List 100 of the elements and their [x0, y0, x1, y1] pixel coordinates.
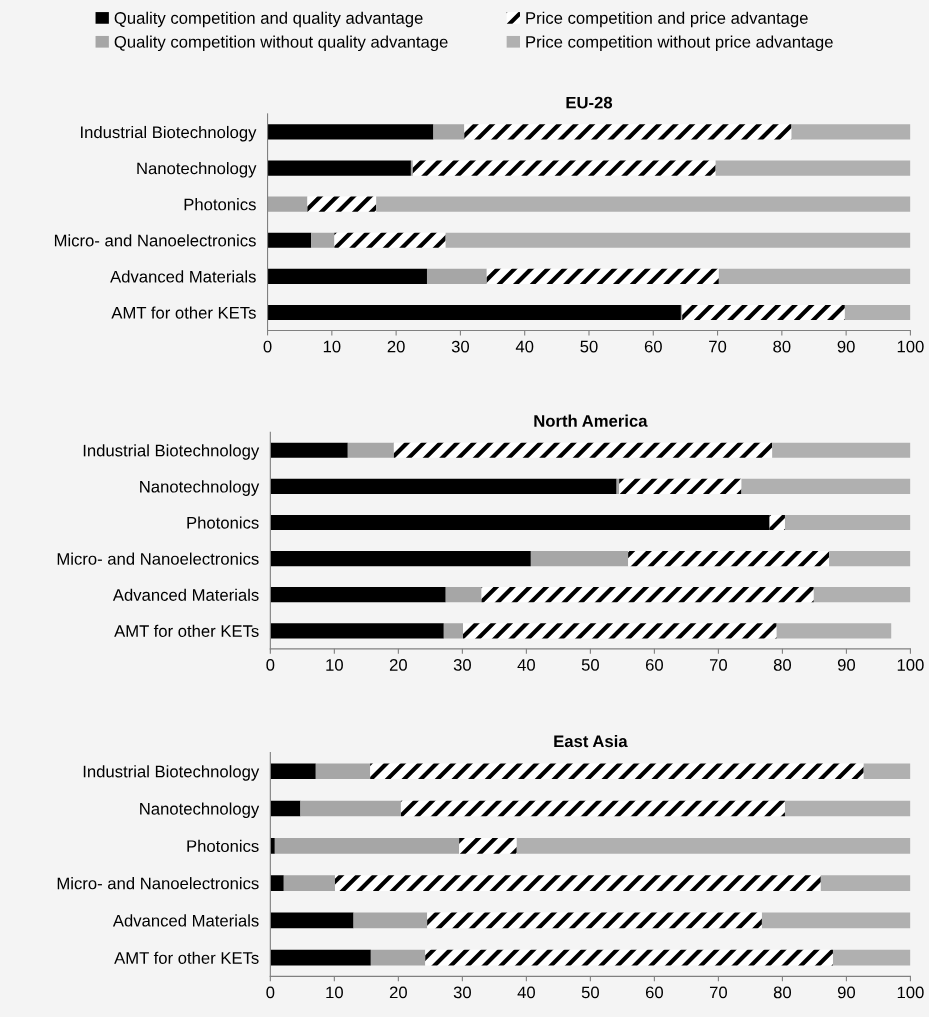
- legend-label: Price competition and price advantage: [526, 11, 808, 28]
- x-tick-label: 60: [645, 986, 664, 999]
- y-tick-label: Nanotechnology: [140, 480, 260, 496]
- y-tick-label: AMT for other KETs: [111, 306, 256, 319]
- y-tick-label: Micro- and Nanoelectronics: [54, 234, 256, 247]
- bar: [813, 587, 911, 603]
- x-tick-label: 90: [837, 986, 856, 999]
- y-tick-label: Industrial Biotechnology: [83, 444, 260, 460]
- bar: [832, 949, 911, 966]
- bar: [370, 949, 426, 966]
- bar: [315, 763, 371, 780]
- bar: [829, 551, 911, 567]
- bar: [393, 442, 773, 458]
- x-tick-label: 100: [897, 986, 924, 999]
- bar: [863, 763, 911, 780]
- bar: [334, 232, 446, 248]
- bar: [274, 837, 460, 854]
- x-tick-label: 30: [451, 340, 470, 353]
- x-tick-label: 70: [709, 659, 728, 671]
- x-tick-label: 40: [517, 986, 535, 999]
- x-tick-label: 100: [897, 659, 924, 671]
- bar: [270, 837, 275, 854]
- bar: [715, 160, 911, 176]
- bar: [270, 551, 531, 567]
- bar: [820, 875, 911, 891]
- bar: [270, 763, 316, 780]
- bar: [433, 124, 465, 140]
- x-tick-label: 60: [645, 659, 664, 671]
- bar: [270, 949, 371, 966]
- bar: [270, 587, 446, 603]
- x-tick-label: 0: [266, 986, 275, 999]
- bar: [682, 304, 845, 321]
- x-tick-label: 50: [581, 986, 599, 999]
- bar: [844, 304, 911, 321]
- x-tick-label: 0: [266, 659, 275, 671]
- bar: [741, 478, 911, 494]
- bar: [347, 442, 394, 458]
- bar: [267, 124, 434, 140]
- y-tick-label: Micro- and Nanoelectronics: [57, 552, 259, 565]
- bar: [376, 196, 911, 212]
- bar: [486, 268, 719, 284]
- bar: [412, 160, 716, 176]
- bar: [270, 478, 617, 494]
- bar: [267, 232, 312, 248]
- y-tick-label: AMT for other KETs: [114, 624, 259, 637]
- x-tick-label: 10: [326, 659, 343, 671]
- x-tick-label: 50: [580, 340, 598, 353]
- bar: [769, 514, 785, 531]
- legend-label: Quality competition and quality advantage: [114, 11, 423, 28]
- bar: [445, 232, 911, 248]
- bar: [427, 912, 762, 929]
- x-tick-label: 20: [389, 659, 407, 671]
- bar: [718, 268, 911, 284]
- bar: [267, 160, 411, 176]
- bar: [270, 514, 770, 531]
- bar: [334, 875, 821, 891]
- x-tick-label: 80: [773, 659, 792, 671]
- x-tick-label: 20: [387, 340, 405, 353]
- bar: [791, 124, 911, 140]
- y-tick-label: Nanotechnology: [140, 802, 260, 819]
- bar: [270, 800, 301, 817]
- bar: [516, 837, 911, 854]
- bar: [776, 623, 892, 639]
- y-tick-label: Photonics: [184, 198, 256, 211]
- x-tick-label: 70: [709, 986, 728, 999]
- x-tick-label: 40: [517, 659, 535, 671]
- x-tick-label: 70: [709, 340, 727, 353]
- bar: [270, 442, 348, 458]
- bar: [445, 587, 482, 603]
- bar: [311, 232, 335, 248]
- x-tick-label: 90: [837, 659, 856, 671]
- y-tick-label: Nanotechnology: [137, 162, 257, 178]
- bar: [464, 124, 792, 140]
- x-tick-label: 60: [644, 340, 662, 353]
- x-tick-label: 0: [263, 340, 272, 353]
- bar: [267, 196, 308, 212]
- x-tick-label: 20: [389, 986, 407, 999]
- chart-title: East Asia: [554, 734, 628, 748]
- bar: [353, 912, 428, 929]
- legend-label: Quality competition without quality advantage: [114, 35, 448, 52]
- bar: [283, 875, 335, 891]
- bar: [300, 800, 401, 817]
- y-tick-label: Advanced Materials: [110, 270, 256, 283]
- x-tick-label: 10: [323, 340, 341, 353]
- bar: [267, 268, 427, 284]
- y-tick-label: AMT for other KETs: [114, 951, 259, 964]
- x-tick-label: 90: [837, 340, 855, 353]
- bar: [530, 551, 629, 567]
- y-tick-label: Micro- and Nanoelectronics: [57, 877, 259, 890]
- y-tick-label: Photonics: [187, 839, 259, 853]
- x-tick-label: 30: [453, 986, 471, 999]
- bar: [270, 912, 354, 929]
- x-tick-label: 40: [515, 340, 534, 353]
- x-tick-label: 80: [773, 986, 792, 999]
- legend-label: Price competition without price advantage: [526, 35, 833, 52]
- bar: [270, 623, 444, 639]
- bar: [425, 949, 833, 966]
- bar: [307, 196, 377, 212]
- y-tick-label: Photonics: [187, 516, 259, 529]
- x-tick-label: 100: [897, 340, 924, 353]
